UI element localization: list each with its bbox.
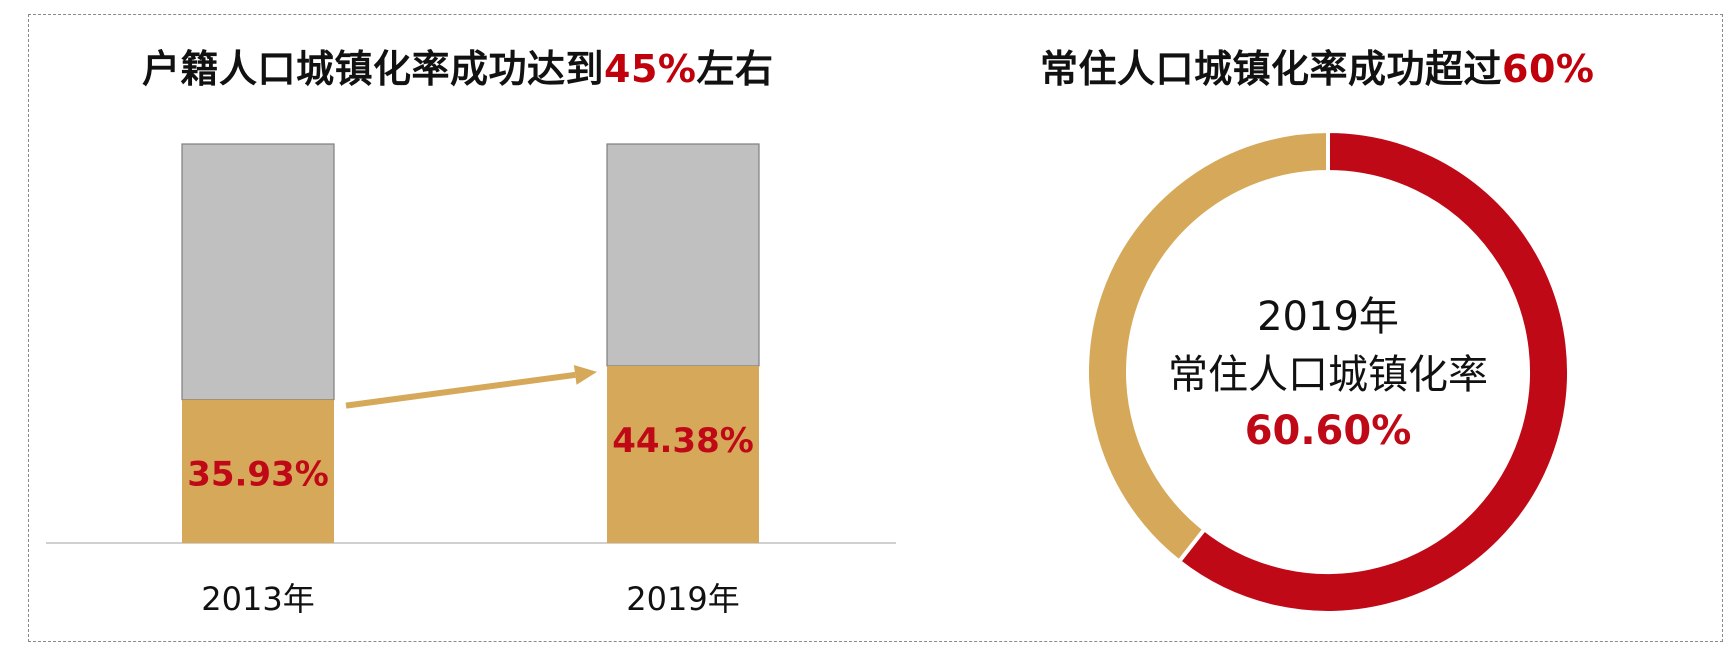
growth-arrow-shaft [345, 371, 576, 409]
right-title-highlight: 60% [1502, 47, 1595, 91]
bar-segment-remaining-2013年 [181, 143, 335, 401]
donut-center-value: 60.60% [1245, 408, 1412, 454]
bar-segment-urban-2013年 [182, 399, 334, 543]
right-title-prefix: 常住人口城镇化率成功超过 [1040, 47, 1503, 91]
bar-value-label: 44.38% [612, 421, 754, 461]
left-title-suffix: 左右 [696, 47, 774, 91]
bar-segment-remaining-2019年 [606, 143, 760, 367]
left-chart-title: 户籍人口城镇化率成功达到45%左右 [142, 38, 774, 93]
growth-arrow-head [573, 364, 597, 385]
donut-slice-1 [1085, 128, 1330, 565]
category-label: 2019年 [626, 580, 739, 618]
donut-center-year: 2019年 [1257, 294, 1399, 340]
left-title-highlight: 45% [604, 47, 697, 91]
bar-segment-urban-2019年 [607, 365, 759, 543]
bar-value-label: 35.93% [187, 455, 329, 495]
right-chart-title: 常住人口城镇化率成功超过60% [1040, 38, 1594, 93]
donut-slice-0 [1176, 128, 1571, 615]
donut-center-label: 常住人口城镇化率 [1168, 352, 1488, 398]
dashed-frame [28, 14, 1723, 642]
left-title-prefix: 户籍人口城镇化率成功达到 [142, 47, 605, 91]
category-label: 2013年 [201, 580, 314, 618]
